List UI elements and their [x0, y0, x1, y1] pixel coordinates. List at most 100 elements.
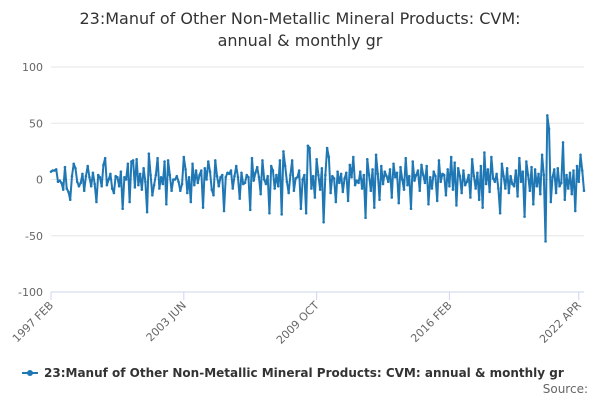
data-point[interactable]	[301, 178, 304, 181]
data-point[interactable]	[243, 181, 247, 185]
data-point[interactable]	[561, 141, 565, 144]
data-point[interactable]	[168, 173, 172, 177]
data-point[interactable]	[348, 163, 352, 167]
data-point[interactable]	[110, 187, 114, 190]
data-point[interactable]	[395, 171, 399, 175]
data-point[interactable]	[397, 201, 401, 205]
data-point[interactable]	[435, 199, 439, 203]
data-point[interactable]	[446, 168, 449, 171]
data-point[interactable]	[451, 188, 455, 191]
data-point[interactable]	[472, 174, 476, 178]
data-point[interactable]	[378, 198, 381, 202]
data-point[interactable]	[455, 204, 458, 207]
data-point[interactable]	[317, 173, 320, 177]
data-point[interactable]	[189, 200, 193, 204]
data-point[interactable]	[224, 175, 228, 179]
data-point[interactable]	[355, 179, 359, 182]
data-point[interactable]	[93, 182, 96, 186]
data-point[interactable]	[519, 180, 523, 184]
data-point[interactable]	[339, 172, 343, 176]
data-point[interactable]	[427, 202, 430, 206]
data-point[interactable]	[493, 180, 497, 184]
data-point[interactable]	[186, 191, 189, 195]
data-point[interactable]	[551, 175, 554, 179]
data-point[interactable]	[219, 175, 222, 179]
data-point[interactable]	[199, 169, 203, 172]
data-point[interactable]	[149, 173, 152, 177]
data-point[interactable]	[276, 184, 280, 188]
data-point[interactable]	[177, 180, 180, 184]
data-point[interactable]	[58, 179, 62, 182]
data-point[interactable]	[266, 174, 270, 178]
data-point[interactable]	[462, 169, 465, 172]
data-point[interactable]	[144, 180, 147, 184]
data-point[interactable]	[350, 175, 353, 179]
data-point[interactable]	[336, 170, 339, 173]
data-point[interactable]	[437, 159, 441, 162]
data-point[interactable]	[142, 166, 145, 170]
data-point[interactable]	[444, 193, 448, 197]
data-point[interactable]	[297, 169, 301, 172]
data-point[interactable]	[367, 173, 371, 177]
data-point[interactable]	[423, 181, 427, 185]
data-point[interactable]	[338, 181, 341, 185]
data-point[interactable]	[374, 153, 378, 157]
data-point[interactable]	[220, 173, 224, 177]
data-point[interactable]	[518, 156, 521, 160]
data-point[interactable]	[193, 183, 196, 187]
data-point[interactable]	[523, 215, 526, 218]
data-point[interactable]	[287, 191, 290, 195]
data-point[interactable]	[123, 175, 126, 179]
data-point[interactable]	[497, 187, 500, 190]
data-point[interactable]	[67, 190, 70, 194]
data-point[interactable]	[530, 165, 533, 169]
data-point[interactable]	[133, 186, 137, 189]
data-point[interactable]	[156, 156, 159, 160]
data-point[interactable]	[371, 168, 374, 171]
data-point[interactable]	[483, 151, 486, 154]
data-point[interactable]	[131, 159, 135, 162]
data-point[interactable]	[580, 169, 584, 172]
data-point[interactable]	[82, 189, 86, 193]
data-point[interactable]	[275, 173, 278, 177]
data-point[interactable]	[385, 174, 388, 178]
data-point[interactable]	[509, 174, 512, 178]
data-point[interactable]	[362, 173, 366, 177]
data-point[interactable]	[439, 180, 443, 184]
data-point[interactable]	[511, 182, 514, 186]
data-point[interactable]	[299, 207, 303, 211]
data-point[interactable]	[434, 174, 437, 178]
data-point[interactable]	[546, 114, 549, 117]
data-point[interactable]	[96, 173, 100, 177]
data-point[interactable]	[212, 193, 215, 197]
data-point[interactable]	[329, 191, 332, 195]
data-point[interactable]	[313, 196, 317, 199]
data-point[interactable]	[479, 164, 483, 168]
data-point[interactable]	[343, 177, 346, 180]
data-point[interactable]	[432, 170, 436, 173]
data-point[interactable]	[364, 216, 367, 220]
data-point[interactable]	[151, 193, 154, 197]
data-point[interactable]	[124, 178, 128, 181]
data-point[interactable]	[346, 199, 350, 203]
data-point[interactable]	[250, 156, 254, 160]
data-point[interactable]	[158, 187, 161, 190]
data-point[interactable]	[502, 174, 505, 178]
data-point[interactable]	[100, 184, 103, 188]
data-point[interactable]	[135, 157, 138, 161]
data-point[interactable]	[88, 175, 91, 179]
data-point[interactable]	[528, 189, 532, 193]
data-point[interactable]	[353, 183, 357, 187]
data-point[interactable]	[495, 172, 498, 176]
data-point[interactable]	[280, 213, 283, 216]
data-point[interactable]	[402, 188, 406, 191]
data-point[interactable]	[61, 188, 65, 191]
data-point[interactable]	[126, 162, 130, 166]
data-point[interactable]	[360, 187, 364, 190]
data-point[interactable]	[163, 160, 166, 163]
data-point[interactable]	[264, 182, 268, 186]
data-point[interactable]	[460, 191, 463, 195]
data-point[interactable]	[484, 182, 488, 186]
data-point[interactable]	[137, 183, 140, 187]
data-point[interactable]	[352, 155, 355, 159]
